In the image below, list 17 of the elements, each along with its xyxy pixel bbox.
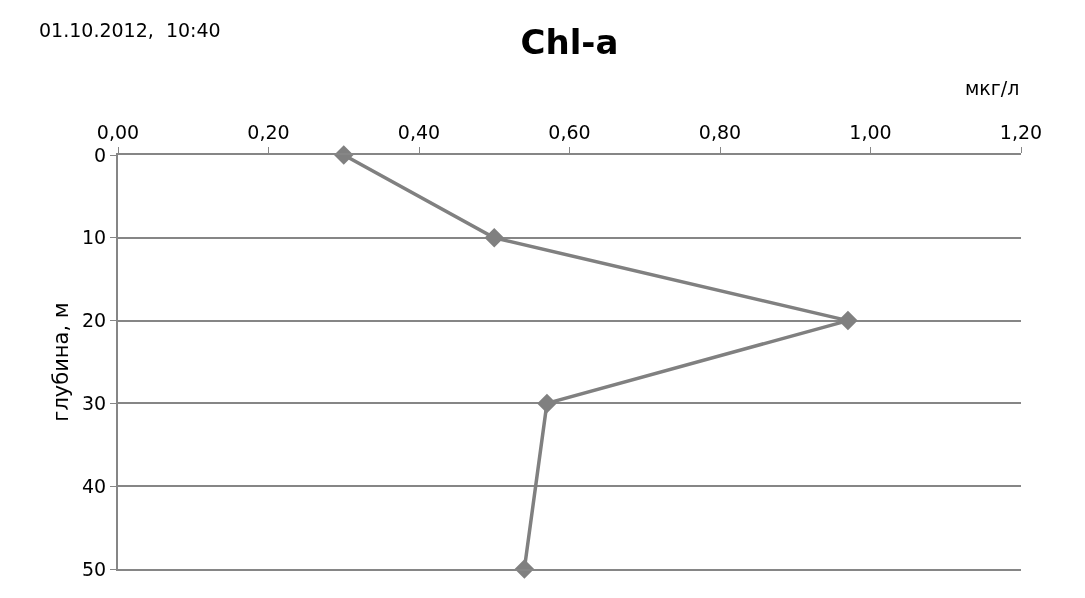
y-axis-title: глубина, м: [48, 302, 73, 422]
x-tick-label: 0,40: [397, 121, 441, 144]
x-tick-label: 0,60: [548, 121, 591, 144]
y-tick-label: 10: [82, 226, 107, 249]
text: 01.10.2012, 10:40: [39, 19, 221, 41]
y-tick-label: 40: [82, 474, 107, 497]
y-tick-label: 30: [82, 392, 107, 415]
x-tick-label: 0,20: [247, 121, 290, 144]
x-tick-label: 0,00: [96, 121, 140, 144]
x-axis-title: мкг/л: [965, 77, 1020, 99]
chart-title: Chl-a: [520, 21, 619, 62]
x-tick-label: 1,00: [849, 121, 892, 144]
y-tick-label: 20: [82, 309, 107, 332]
x-tick-label: 1,20: [999, 121, 1043, 144]
x-tick-label: 0,80: [698, 121, 742, 144]
y-tick-label: 0: [94, 143, 107, 166]
y-tick-label: 50: [82, 557, 107, 580]
